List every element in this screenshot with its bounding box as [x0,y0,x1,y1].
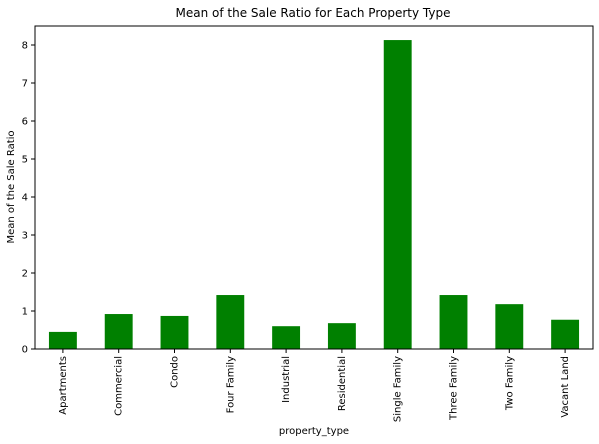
bar-commercial [104,314,133,349]
bar-residential [327,323,356,349]
y-tick-label-4: 4 [22,193,28,204]
ticks-layer: Apartments Commercial Condo Four Family Indu… [22,41,571,423]
plot-frame [34,25,594,350]
x-tick-label-three-family: Three Family [449,356,460,421]
x-tick-label-single-family: Single Family [393,356,404,422]
bar-apartments [48,331,77,349]
x-tick-label-four-family: Four Family [225,356,236,413]
bar-condo [160,315,189,349]
bar-industrial [272,326,301,349]
bars-layer [48,40,580,350]
y-tick-label-5: 5 [22,155,28,166]
y-tick-label-3: 3 [22,231,28,242]
x-tick-label-residential: Residential [337,356,348,411]
x-tick-label-apartments: Apartments [58,356,69,415]
y-tick-label-1: 1 [22,307,28,318]
bar-vacant-land [551,319,580,349]
x-axis-title: property_type [279,426,349,437]
bar-single-family [383,40,412,350]
y-axis-title: Mean of the Sale Ratio [6,130,17,243]
y-tick-label-7: 7 [22,79,28,90]
bar-four-family [216,295,245,349]
y-tick-label-6: 6 [22,117,28,128]
x-tick-label-commercial: Commercial [114,356,125,416]
y-tick-label-2: 2 [22,269,28,280]
bar-three-family [439,295,468,349]
x-tick-label-two-family: Two Family [504,356,515,411]
x-tick-label-condo: Condo [170,356,181,388]
x-tick-label-vacant-land: Vacant Land [560,356,571,418]
x-tick-label-industrial: Industrial [281,356,292,403]
chart-title: Mean of the Sale Ratio for Each Property… [176,6,451,20]
y-tick-label-0: 0 [22,345,28,356]
y-tick-label-8: 8 [22,41,28,52]
bar-two-family [495,304,524,349]
